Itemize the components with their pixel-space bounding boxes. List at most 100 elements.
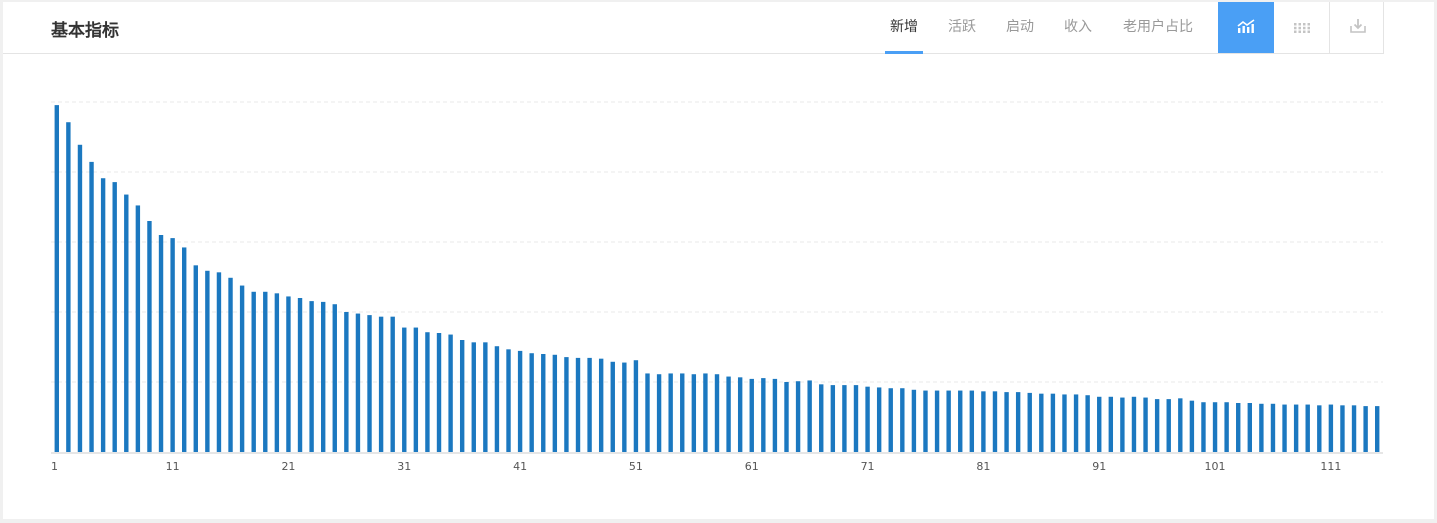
bar-day-74[interactable] <box>900 388 905 452</box>
bar-day-69[interactable] <box>842 385 847 452</box>
bar-day-53[interactable] <box>656 374 662 452</box>
bar-day-5[interactable] <box>100 178 106 452</box>
bar-day-46[interactable] <box>575 357 581 452</box>
bar-day-70[interactable] <box>853 385 859 452</box>
bar-day-12[interactable] <box>182 247 187 452</box>
bar-day-9[interactable] <box>147 221 152 452</box>
bar-day-107[interactable] <box>1282 404 1287 452</box>
bar-day-80[interactable] <box>969 390 975 452</box>
bar-day-68[interactable] <box>830 385 836 452</box>
bar-day-104[interactable] <box>1247 403 1252 452</box>
bar-day-8[interactable] <box>135 205 141 452</box>
bar-day-77[interactable] <box>934 390 940 452</box>
bar-day-30[interactable] <box>390 316 395 452</box>
download-button[interactable] <box>1329 2 1386 53</box>
bar-day-34[interactable] <box>436 333 442 452</box>
bar-day-108[interactable] <box>1293 404 1299 452</box>
bar-day-73[interactable] <box>888 388 893 452</box>
line-chart-view-button[interactable] <box>1218 2 1274 53</box>
bar-day-50[interactable] <box>622 362 627 452</box>
bar-day-102[interactable] <box>1224 402 1229 452</box>
bar-day-21[interactable] <box>286 296 291 452</box>
bar-day-82[interactable] <box>992 391 998 452</box>
bar-day-4[interactable] <box>89 161 94 452</box>
bar-day-35[interactable] <box>448 334 453 452</box>
bar-day-110[interactable] <box>1317 405 1322 452</box>
bar-day-78[interactable] <box>946 390 951 452</box>
bar-day-17[interactable] <box>239 285 245 452</box>
bar-day-2[interactable] <box>66 122 71 452</box>
bar-day-91[interactable] <box>1097 396 1102 452</box>
bar-day-31[interactable] <box>402 327 407 452</box>
bar-day-55[interactable] <box>680 373 685 452</box>
bar-day-40[interactable] <box>506 349 511 452</box>
bar-day-60[interactable] <box>737 377 743 452</box>
bar-day-99[interactable] <box>1189 400 1195 452</box>
bar-day-3[interactable] <box>77 144 83 452</box>
bar-day-6[interactable] <box>112 182 117 453</box>
bar-day-81[interactable] <box>981 391 986 452</box>
bar-day-103[interactable] <box>1236 403 1241 452</box>
bar-day-90[interactable] <box>1085 395 1090 452</box>
bar-day-96[interactable] <box>1154 399 1160 452</box>
bar-day-19[interactable] <box>263 291 268 452</box>
bar-day-98[interactable] <box>1178 398 1183 452</box>
bar-day-45[interactable] <box>564 357 569 452</box>
bar-day-111[interactable] <box>1328 404 1334 452</box>
bar-day-1[interactable] <box>54 105 59 453</box>
bar-day-92[interactable] <box>1108 396 1114 452</box>
bar-day-64[interactable] <box>784 382 789 452</box>
bar-day-112[interactable] <box>1340 405 1345 452</box>
bar-day-13[interactable] <box>193 265 198 452</box>
bar-day-38[interactable] <box>483 342 488 452</box>
bar-day-101[interactable] <box>1212 402 1218 452</box>
bar-day-89[interactable] <box>1073 394 1079 452</box>
bar-day-20[interactable] <box>274 293 280 452</box>
bar-day-15[interactable] <box>216 272 222 452</box>
bar-day-52[interactable] <box>645 373 650 452</box>
bar-day-100[interactable] <box>1201 402 1206 452</box>
bar-day-75[interactable] <box>911 389 917 452</box>
bar-day-106[interactable] <box>1270 403 1276 452</box>
bar-day-33[interactable] <box>425 332 430 452</box>
bar-day-84[interactable] <box>1015 392 1021 452</box>
bar-day-66[interactable] <box>807 380 812 452</box>
grid-view-button[interactable] <box>1274 2 1330 53</box>
bar-day-113[interactable] <box>1351 405 1357 452</box>
bar-day-14[interactable] <box>205 270 210 452</box>
bar-day-25[interactable] <box>332 304 337 452</box>
bar-day-62[interactable] <box>761 378 766 452</box>
bar-day-32[interactable] <box>413 327 419 452</box>
tab-new-users[interactable]: 新增 <box>885 2 923 54</box>
bar-day-28[interactable] <box>367 315 372 452</box>
bar-day-79[interactable] <box>958 390 963 452</box>
bar-day-42[interactable] <box>529 353 534 452</box>
bar-day-59[interactable] <box>726 376 731 452</box>
bar-day-83[interactable] <box>1004 392 1009 452</box>
bar-day-48[interactable] <box>598 358 604 452</box>
bar-day-54[interactable] <box>668 373 673 452</box>
bar-day-23[interactable] <box>309 301 314 452</box>
bar-day-41[interactable] <box>517 350 523 452</box>
bar-day-115[interactable] <box>1375 406 1380 452</box>
bar-day-27[interactable] <box>355 313 361 452</box>
bar-day-88[interactable] <box>1062 394 1067 452</box>
bar-day-57[interactable] <box>703 373 708 452</box>
bar-day-114[interactable] <box>1363 406 1368 452</box>
bar-day-61[interactable] <box>749 378 754 452</box>
bar-day-95[interactable] <box>1143 397 1148 452</box>
bar-day-97[interactable] <box>1166 399 1171 452</box>
bar-day-67[interactable] <box>819 384 824 452</box>
bar-day-43[interactable] <box>541 354 546 452</box>
bar-day-105[interactable] <box>1259 403 1264 452</box>
bar-day-22[interactable] <box>297 298 303 452</box>
tab-active-users[interactable]: 活跃 <box>948 19 976 35</box>
bar-day-26[interactable] <box>344 312 349 452</box>
bar-day-18[interactable] <box>251 291 256 452</box>
tab-revenue[interactable]: 收入 <box>1064 19 1092 35</box>
bar-day-24[interactable] <box>320 301 326 452</box>
tab-launches[interactable]: 启动 <box>1006 19 1034 35</box>
bar-day-72[interactable] <box>876 387 882 452</box>
bar-day-29[interactable] <box>378 316 384 452</box>
bar-day-94[interactable] <box>1131 396 1137 452</box>
